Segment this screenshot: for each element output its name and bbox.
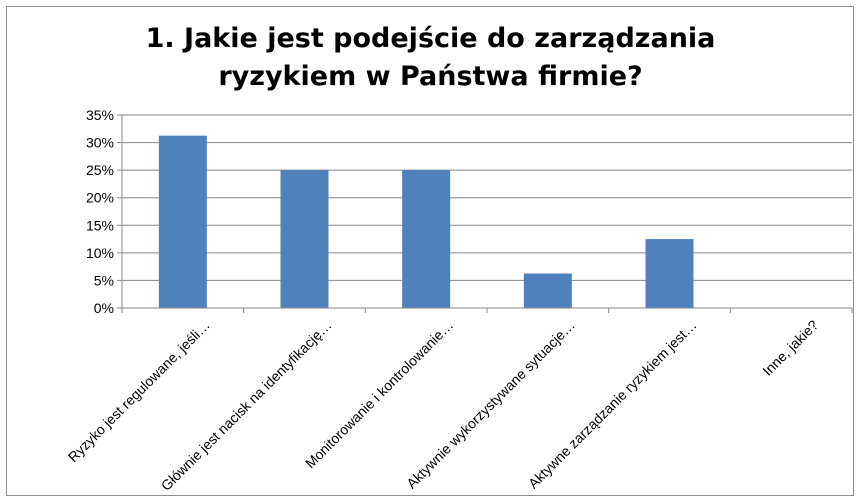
y-tick-label-4: 20% bbox=[86, 190, 114, 206]
y-tick-label-1: 5% bbox=[94, 272, 114, 288]
bar-2 bbox=[402, 170, 451, 308]
y-tick-label-3: 15% bbox=[86, 217, 114, 233]
y-tick-label-0: 0% bbox=[94, 300, 114, 316]
x-category-label-0: Ryzyko jest regulowane, jeśli… bbox=[65, 317, 213, 465]
y-tick-label-7: 35% bbox=[86, 107, 114, 123]
bar-3 bbox=[523, 273, 572, 308]
y-tick-label-2: 10% bbox=[86, 245, 114, 261]
bar-0 bbox=[158, 135, 207, 308]
y-tick-label-5: 25% bbox=[86, 162, 114, 178]
x-category-label-5: Inne, jakie? bbox=[759, 317, 821, 379]
bar-4 bbox=[645, 239, 694, 308]
chart-title-line-1: 1. Jakie jest podejście do zarządzania bbox=[145, 23, 716, 54]
bar-1 bbox=[280, 170, 329, 308]
x-category-label-2: Monitorowanie i kontrolowanie… bbox=[302, 317, 456, 471]
chart-title-line-2: ryzykiem w Państwa firmie? bbox=[218, 61, 643, 92]
chart-title: 1. Jakie jest podejście do zarządzania r… bbox=[0, 20, 861, 96]
y-tick-label-6: 30% bbox=[86, 135, 114, 151]
